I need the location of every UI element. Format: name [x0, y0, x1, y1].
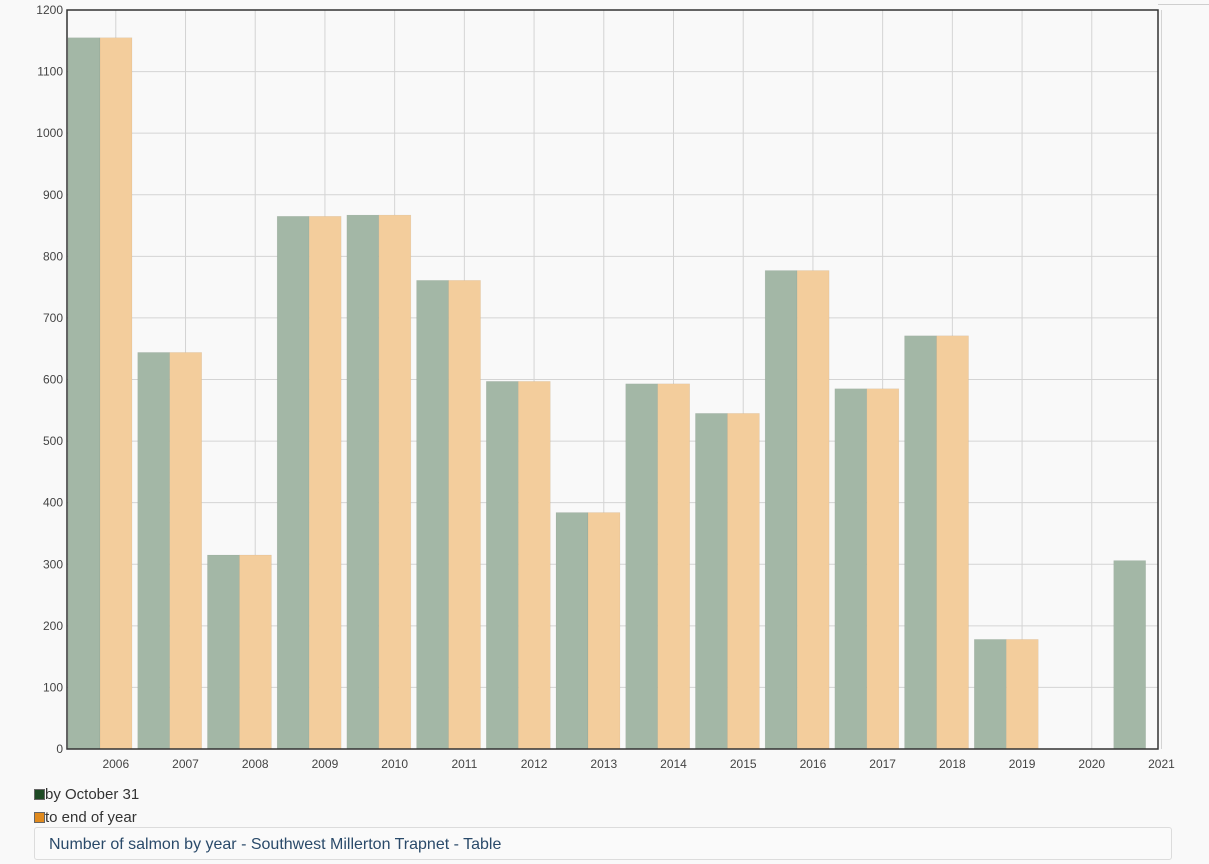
x-tick-label: 2011 [451, 757, 477, 771]
bar-to-end-of-year-2019[interactable] [1006, 639, 1039, 750]
top-rule [1158, 4, 1209, 5]
y-tick-label: 300 [43, 557, 63, 571]
x-tick-label: 2015 [730, 757, 757, 771]
bar-to-end-of-year-2007[interactable] [169, 352, 202, 750]
legend-swatch-by-october-31 [34, 789, 45, 800]
x-tick-label: 2010 [381, 757, 408, 771]
x-tick-label: 2017 [869, 757, 896, 771]
y-tick-label: 100 [43, 680, 63, 694]
x-tick-label: 2007 [172, 757, 199, 771]
bars [67, 37, 1146, 750]
y-tick-label: 1100 [37, 65, 63, 79]
x-tick-label: 2020 [1078, 757, 1105, 771]
y-tick-label: 400 [43, 496, 63, 510]
legend-label: to end of year [45, 809, 137, 826]
x-tick-label: 2018 [939, 757, 966, 771]
bar-to-end-of-year-2013[interactable] [587, 512, 621, 750]
bar-by-october-31-2006[interactable] [67, 37, 101, 750]
table-link[interactable]: Number of salmon by year - Southwest Mil… [34, 827, 1172, 860]
x-tick-label: 2012 [521, 757, 548, 771]
y-tick-label: 700 [43, 311, 63, 325]
bar-to-end-of-year-2018[interactable] [936, 335, 969, 750]
plot-frame [66, 9, 1159, 750]
bar-by-october-31-2021[interactable] [1113, 560, 1146, 750]
bar-by-october-31-2018[interactable] [904, 335, 937, 750]
bar-by-october-31-2011[interactable] [416, 280, 449, 750]
bar-to-end-of-year-2012[interactable] [518, 381, 551, 750]
bar-by-october-31-2017[interactable] [834, 388, 868, 750]
x-tick-label: 2013 [590, 757, 617, 771]
y-tick-label: 900 [43, 188, 63, 202]
bar-to-end-of-year-2009[interactable] [308, 216, 342, 750]
bar-by-october-31-2009[interactable] [276, 216, 310, 750]
x-tick-label: 2006 [102, 757, 129, 771]
y-tick-label: 500 [43, 434, 63, 448]
legend: by October 31 to end of year [34, 783, 139, 829]
x-tick-label: 2016 [800, 757, 827, 771]
x-tick-labels: 2006 2007 2008 2009 2010 2011 2012 2013 2014 2015… [102, 757, 1175, 771]
y-tick-labels: 0 100 200 300 400 500 600 700 800 900 1000 1100 1200 [36, 3, 63, 756]
bar-to-end-of-year-2010[interactable] [378, 214, 412, 750]
bar-to-end-of-year-2016[interactable] [796, 270, 830, 750]
y-tick-label: 0 [56, 742, 63, 756]
x-tick-label: 2014 [660, 757, 687, 771]
y-tick-label: 200 [43, 619, 63, 633]
bar-chart: 0 100 200 300 400 500 600 700 800 900 1000 1100 1200… [36, 3, 1175, 771]
legend-label: by October 31 [45, 786, 140, 803]
bar-by-october-31-2012[interactable] [486, 381, 519, 750]
bar-to-end-of-year-2014[interactable] [657, 383, 690, 750]
bar-to-end-of-year-2011[interactable] [448, 280, 481, 750]
bar-by-october-31-2014[interactable] [625, 383, 658, 750]
legend-swatch-to-end-of-year [34, 812, 45, 823]
x-tick-label: 2019 [1009, 757, 1036, 771]
x-tick-label: 2009 [312, 757, 339, 771]
bar-by-october-31-2013[interactable] [555, 512, 589, 750]
legend-item-by-october-31[interactable]: by October 31 [34, 783, 139, 806]
axes [66, 9, 1159, 750]
bar-by-october-31-2015[interactable] [695, 413, 728, 750]
bar-by-october-31-2007[interactable] [137, 352, 170, 750]
bar-by-october-31-2008[interactable] [207, 554, 240, 750]
bar-to-end-of-year-2006[interactable] [99, 37, 133, 750]
x-tick-label: 2021 [1148, 757, 1175, 771]
bar-to-end-of-year-2017[interactable] [866, 388, 900, 750]
y-tick-label: 800 [43, 249, 63, 263]
legend-item-to-end-of-year[interactable]: to end of year [34, 806, 139, 829]
y-tick-label: 600 [43, 373, 63, 387]
bar-to-end-of-year-2015[interactable] [727, 413, 760, 750]
bar-to-end-of-year-2008[interactable] [239, 554, 272, 750]
y-tick-label: 1000 [36, 126, 63, 140]
bar-by-october-31-2010[interactable] [346, 214, 380, 750]
bar-by-october-31-2019[interactable] [974, 639, 1007, 750]
bar-by-october-31-2016[interactable] [764, 270, 798, 750]
x-tick-label: 2008 [242, 757, 269, 771]
y-tick-label: 1200 [36, 3, 63, 17]
